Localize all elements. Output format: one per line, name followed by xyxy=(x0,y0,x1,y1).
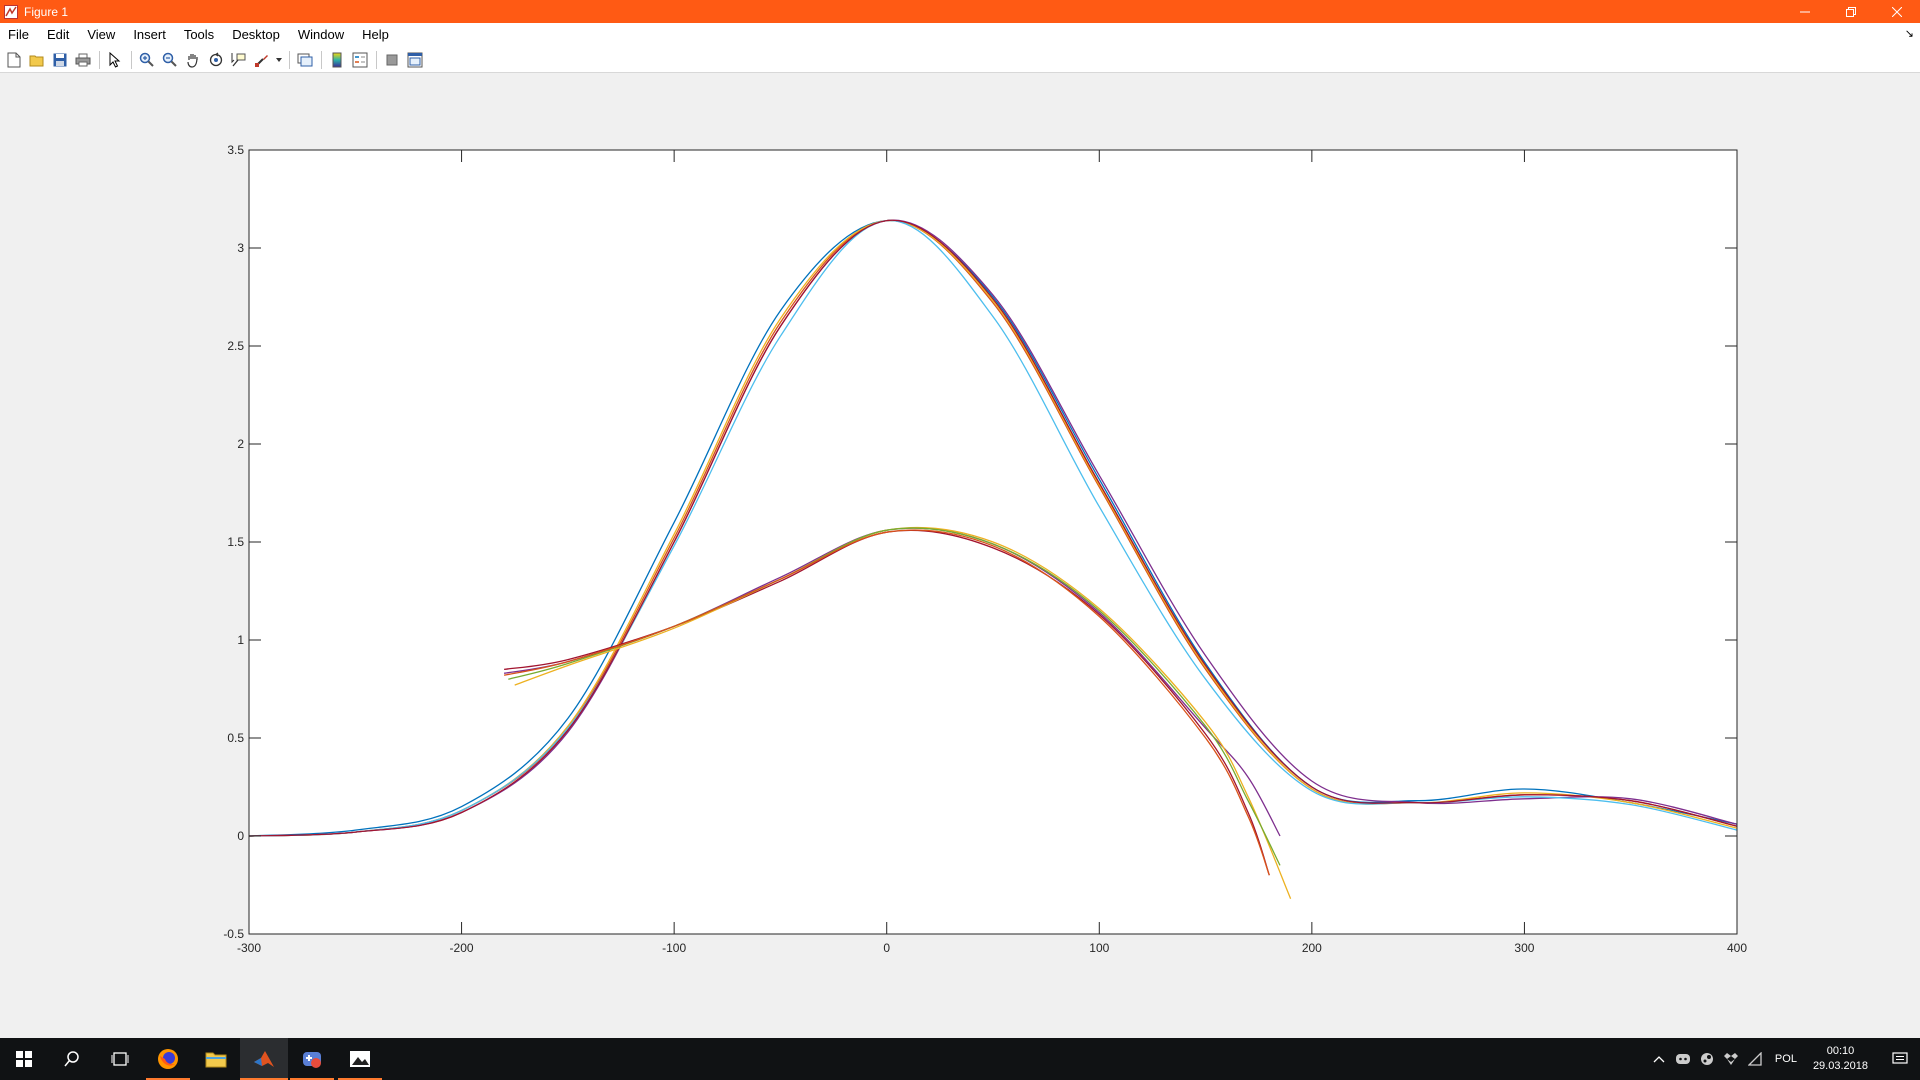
windows-taskbar: POL 00:10 29.03.2018 xyxy=(0,1038,1920,1080)
search-icon[interactable] xyxy=(48,1038,96,1080)
y-tick-label: 2.5 xyxy=(227,339,244,353)
series-line-11 xyxy=(503,529,1270,876)
series-line-4 xyxy=(248,219,1738,837)
x-tick-label: 400 xyxy=(1727,941,1747,955)
legend-icon[interactable] xyxy=(350,50,370,70)
menu-bar: File Edit View Insert Tools Desktop Wind… xyxy=(0,23,1920,47)
brush-menu-icon[interactable] xyxy=(275,50,283,70)
colorbar-icon[interactable] xyxy=(327,50,347,70)
new-figure-icon[interactable] xyxy=(4,50,24,70)
show-plot-tools-icon[interactable] xyxy=(405,50,425,70)
clock-date: 29.03.2018 xyxy=(1812,1060,1868,1072)
data-cursor-icon[interactable] xyxy=(229,50,249,70)
pointer-icon[interactable] xyxy=(105,50,125,70)
steam-icon[interactable] xyxy=(1695,1038,1719,1080)
link-plot-icon[interactable] xyxy=(295,50,315,70)
menu-edit[interactable]: Edit xyxy=(46,27,70,42)
zoom-out-icon[interactable] xyxy=(160,50,180,70)
x-tick-label: 200 xyxy=(1302,941,1322,955)
x-tick-label: 0 xyxy=(883,941,890,955)
print-icon[interactable] xyxy=(73,50,93,70)
x-tick-label: -100 xyxy=(662,941,686,955)
y-tick-label: 3.5 xyxy=(227,143,244,157)
y-tick-label: 0.5 xyxy=(227,731,244,745)
menu-tools[interactable]: Tools xyxy=(183,27,215,42)
x-tick-label: -300 xyxy=(237,941,261,955)
language-indicator[interactable]: POL xyxy=(1774,1053,1797,1065)
menu-file[interactable]: File xyxy=(8,27,29,42)
open-file-icon[interactable] xyxy=(27,50,47,70)
x-tick-label: 300 xyxy=(1514,941,1534,955)
toolbar-separator xyxy=(289,50,290,69)
chevron-up-icon[interactable] xyxy=(1647,1038,1671,1080)
figure-canvas[interactable]: -300 -200 -100 0 100 200 300 400 -0.5 0 0.5 1 1.5 2 2.… xyxy=(0,74,1920,1038)
menu-desktop[interactable]: Desktop xyxy=(232,27,280,42)
window-titlebar[interactable]: Figure 1 xyxy=(0,0,1920,23)
menu-help[interactable]: Help xyxy=(362,27,389,42)
clock-time: 00:10 xyxy=(1826,1045,1855,1057)
window-title: Figure 1 xyxy=(24,4,69,19)
close-icon[interactable] xyxy=(1874,0,1920,23)
restore-icon[interactable] xyxy=(1828,0,1874,23)
network-icon[interactable] xyxy=(1743,1038,1767,1080)
toolbar-separator xyxy=(376,50,377,69)
x-tick-label: 100 xyxy=(1089,941,1109,955)
series-line-9 xyxy=(514,526,1292,899)
pan-icon[interactable] xyxy=(183,50,203,70)
windows-start-icon[interactable] xyxy=(0,1038,48,1080)
hide-plot-tools-icon[interactable] xyxy=(382,50,402,70)
y-tick-label: 1 xyxy=(237,633,244,647)
menu-window[interactable]: Window xyxy=(297,27,345,42)
x-tick-label: -200 xyxy=(450,941,474,955)
save-icon[interactable] xyxy=(50,50,70,70)
system-tray: POL 00:10 29.03.2018 xyxy=(1647,1038,1920,1080)
y-tick-label: -0.5 xyxy=(223,927,244,941)
series-line-7 xyxy=(504,529,1270,876)
zoom-in-icon[interactable] xyxy=(137,50,157,70)
notification-icon[interactable] xyxy=(1880,1038,1920,1080)
task-view-icon[interactable] xyxy=(96,1038,144,1080)
matlab-icon[interactable] xyxy=(240,1038,288,1080)
figure-toolbar xyxy=(0,47,1920,73)
rotate-3d-icon[interactable] xyxy=(206,50,226,70)
dropbox-icon[interactable] xyxy=(1719,1038,1743,1080)
series-line-1 xyxy=(248,219,1738,837)
menu-view[interactable]: View xyxy=(87,27,116,42)
taskbar-clock[interactable]: 00:10 29.03.2018 xyxy=(1813,1044,1868,1074)
file-explorer-icon[interactable] xyxy=(192,1038,240,1080)
brush-icon[interactable] xyxy=(252,50,272,70)
toolbar-separator xyxy=(99,50,100,69)
game-app-icon[interactable] xyxy=(288,1038,336,1080)
dock-figure-icon[interactable]: ↘ xyxy=(1904,28,1914,40)
line-plot[interactable]: -300 -200 -100 0 100 200 300 400 -0.5 0 0.5 1 1.5 2 2.… xyxy=(0,74,1920,1038)
firefox-icon[interactable] xyxy=(144,1038,192,1080)
y-tick-label: 1.5 xyxy=(227,535,244,549)
toolbar-separator xyxy=(321,50,322,69)
minimize-icon[interactable] xyxy=(1782,0,1828,23)
series-line-6 xyxy=(248,219,1738,837)
discord-icon[interactable] xyxy=(1671,1038,1695,1080)
matlab-figure-icon xyxy=(4,4,18,19)
toolbar-separator xyxy=(131,50,132,69)
y-tick-label: 2 xyxy=(237,437,244,451)
menu-insert[interactable]: Insert xyxy=(133,27,166,42)
y-tick-label: 0 xyxy=(237,829,244,843)
y-tick-label: 3 xyxy=(237,241,244,255)
photos-icon[interactable] xyxy=(336,1038,384,1080)
